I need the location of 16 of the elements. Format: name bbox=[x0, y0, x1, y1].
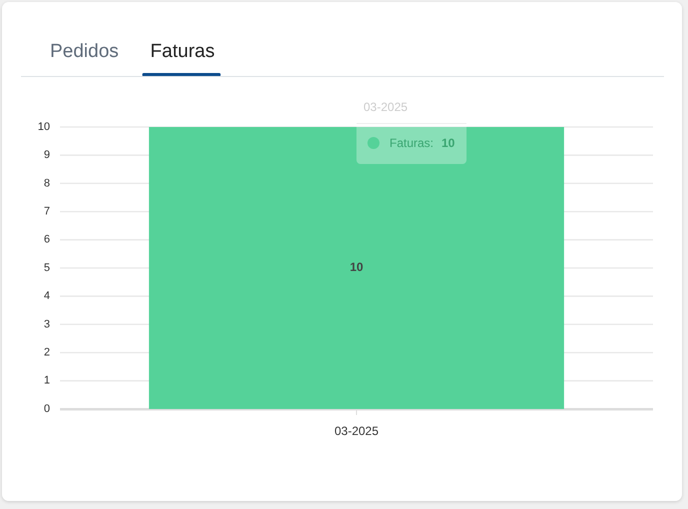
y-tick-label: 0 bbox=[44, 402, 50, 415]
y-tick-label: 5 bbox=[44, 262, 50, 274]
y-tick-label: 1 bbox=[44, 374, 50, 387]
y-tick-label: 9 bbox=[44, 149, 50, 162]
y-tick-label: 7 bbox=[44, 206, 50, 218]
annotation: 10 bbox=[350, 260, 364, 274]
chart-title: Faturas bbox=[150, 41, 215, 62]
text: Pedidos bbox=[50, 41, 119, 62]
legend-label: Faturas: bbox=[390, 136, 434, 150]
y-tick-label: 10 bbox=[38, 120, 50, 133]
y-tick-label: 2 bbox=[44, 346, 50, 359]
y-tick-label: 3 bbox=[44, 318, 50, 330]
y-tick-label: 4 bbox=[44, 290, 50, 302]
y-tick-label: 8 bbox=[44, 177, 50, 190]
y-tick-label: 6 bbox=[44, 234, 50, 246]
data-label: 10 bbox=[442, 136, 456, 150]
